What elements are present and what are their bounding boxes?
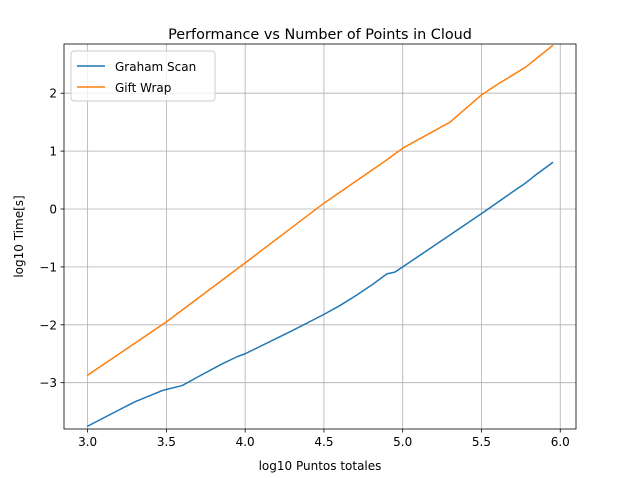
- x-tick-label: 6.0: [551, 435, 570, 449]
- x-axis-label: log10 Puntos totales: [259, 459, 382, 473]
- x-tick-label: 4.0: [236, 435, 255, 449]
- legend-label-graham-scan: Graham Scan: [115, 60, 196, 74]
- x-tick-label: 4.5: [314, 435, 333, 449]
- y-tick-label: 1: [49, 145, 57, 159]
- legend-label-gift-wrap: Gift Wrap: [115, 81, 171, 95]
- x-tick-label: 3.5: [157, 435, 176, 449]
- y-tick-label: 0: [49, 203, 57, 217]
- series-line-gift-wrap: [86, 44, 554, 377]
- x-tick-label: 5.5: [472, 435, 491, 449]
- axis-ticks: 3.0 3.5 4.0 4.5 5.0 5.5 6.0 −3 −2 −1 0 1 2: [39, 87, 569, 449]
- series-lines: [86, 44, 554, 428]
- y-axis-label: log10 Time[s]: [12, 195, 26, 277]
- grid-lines: [64, 44, 576, 429]
- legend: Graham Scan Gift Wrap: [70, 50, 216, 102]
- y-tick-label: −2: [39, 318, 57, 332]
- chart-title: Performance vs Number of Points in Cloud: [168, 27, 472, 43]
- series-line-graham-scan: [86, 161, 554, 428]
- y-tick-label: 2: [49, 87, 57, 101]
- plot-area-frame: [63, 43, 577, 430]
- y-tick-label: −3: [39, 376, 57, 390]
- legend-box: [70, 50, 216, 102]
- y-tick-label: −1: [39, 260, 57, 274]
- x-tick-label: 3.0: [78, 435, 97, 449]
- x-tick-label: 5.0: [393, 435, 412, 449]
